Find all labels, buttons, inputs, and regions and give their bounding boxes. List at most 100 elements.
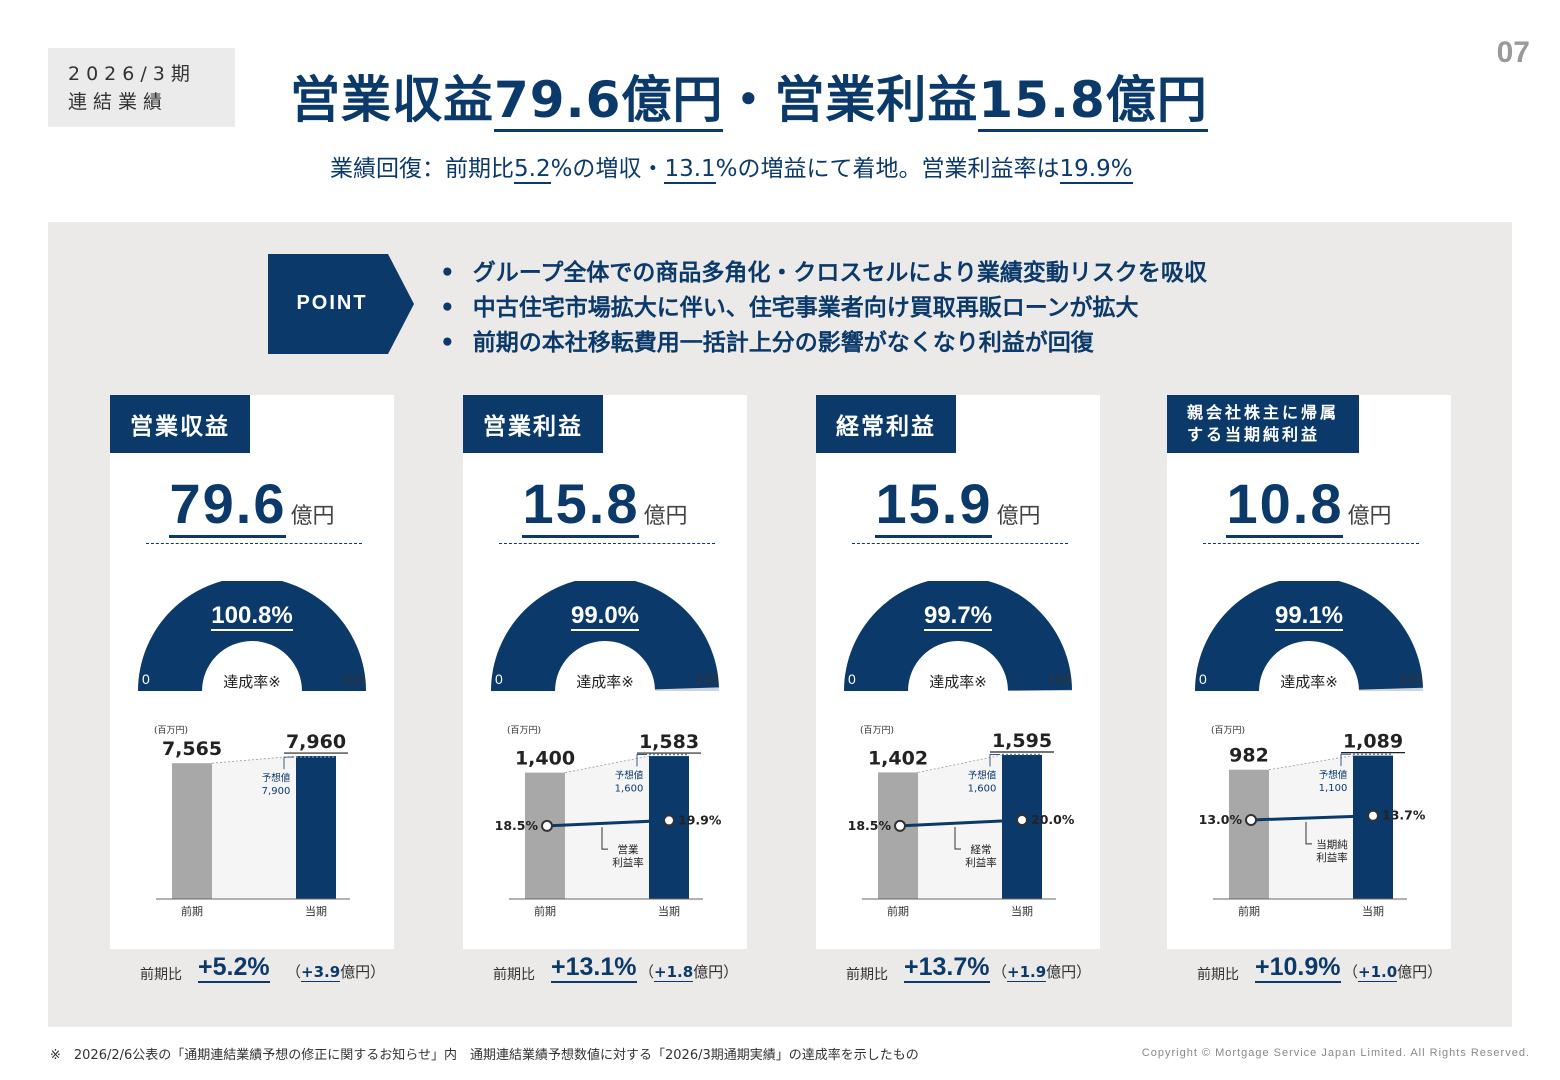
subline-t1: 業績回復：前期比 xyxy=(330,156,514,182)
forecast-pointer xyxy=(1340,753,1351,767)
gauge-fill xyxy=(491,581,719,691)
dashed-divider xyxy=(499,543,715,544)
category-label: 前期 xyxy=(887,904,909,918)
margin-series-name: 利益率 xyxy=(612,856,644,869)
subline-t3: %の増益にて着地。営業利益率は xyxy=(715,156,1060,182)
subline-v1: 5.2 xyxy=(514,156,551,184)
yoy-footer: 前期比 +10.9% （+1.0億円） xyxy=(1167,949,1451,995)
bar-prev xyxy=(878,772,918,899)
bar-value-label: 1,595 xyxy=(992,730,1052,752)
forecast-label: 予想値 xyxy=(968,770,997,782)
bar-value-label: 1,583 xyxy=(639,731,699,753)
headline-sep: ・営業利益 xyxy=(723,71,979,129)
point-item: 中古住宅市場拡大に伴い、住宅事業者向け買取再販ローンが拡大 xyxy=(440,291,1207,326)
yoy-footer: 前期比 +13.1% （+1.8億円） xyxy=(463,949,747,995)
gauge-percent: 99.0% xyxy=(570,602,640,631)
category-label: 前期 xyxy=(534,904,556,918)
bar-curr xyxy=(1002,754,1042,899)
yoy-label: 前期比 xyxy=(846,967,888,983)
gauge-fill xyxy=(1195,581,1423,691)
period-tag-line1: 2026/3期 xyxy=(68,63,196,85)
margin-point xyxy=(1367,809,1379,822)
margin-value-label: 13.0% xyxy=(1199,812,1243,827)
yoy-footer: 前期比 +13.7% （+1.9億円） xyxy=(816,949,1100,995)
yoy-absolute: （+3.9億円） xyxy=(286,963,386,982)
margin-value-label: 18.5% xyxy=(848,818,892,833)
bar-prev xyxy=(1229,769,1269,899)
margin-point xyxy=(1245,814,1257,826)
big-value: 10.8 億円 xyxy=(1167,471,1451,538)
gauge-fill xyxy=(138,581,366,691)
bar-chart: (百万円) 7,565 前期 7,960 当期 予想値 7,900 xyxy=(154,725,350,918)
margin-line xyxy=(546,818,670,828)
margin-name-pointer xyxy=(954,826,961,850)
dashed-divider xyxy=(146,543,362,544)
achievement-gauge: 99.7% 0 達成率※ 100 xyxy=(842,581,1074,693)
category-label: 前期 xyxy=(1238,904,1260,918)
achievement-gauge: 100.8% 0 達成率※ 100 xyxy=(136,581,368,693)
forecast-pointer xyxy=(636,754,647,767)
card-title: 経常利益 xyxy=(816,395,956,453)
margin-value-label: 20.0% xyxy=(1031,812,1075,827)
point-arrow-shape xyxy=(268,254,414,354)
margin-point xyxy=(541,819,553,832)
card-title: 営業利益 xyxy=(463,395,603,453)
bar-curr xyxy=(649,756,689,899)
bar-chart: (百万円) 1,402 前期 1,595 当期 予想値 1,600 18.5% 20.0% 経常利… xyxy=(848,725,1075,918)
gauge-percent: 99.7% xyxy=(923,602,993,631)
margin-name-pointer xyxy=(1305,821,1312,845)
gauge-min: 0 xyxy=(1199,671,1207,687)
copyright: Copyright © Mortgage Service Japan Limit… xyxy=(1141,1047,1530,1059)
page-number: 07 xyxy=(1496,36,1530,69)
big-value: 15.8 億円 xyxy=(463,471,747,538)
forecast-value: 1,600 xyxy=(615,784,644,795)
margin-name-pointer xyxy=(601,827,608,850)
yoy-absolute: （+1.8億円） xyxy=(639,963,739,982)
gauge-fill xyxy=(844,581,1072,691)
yoy-label: 前期比 xyxy=(493,967,535,983)
margin-point xyxy=(663,814,675,827)
big-number: 79.6 xyxy=(169,472,287,538)
headline: 営業収益79.6億円・営業利益15.8億円 xyxy=(290,60,1208,132)
bar-connector-area xyxy=(918,754,1002,899)
forecast-value: 7,900 xyxy=(262,786,291,797)
margin-series-name: 利益率 xyxy=(965,856,997,869)
point-item: グループ全体での商品多角化・クロスセルにより業績変動リスクを吸収 xyxy=(440,256,1207,291)
margin-series-name: 経常 xyxy=(971,843,992,856)
card-title: 営業収益 xyxy=(110,395,250,453)
gauge-label: 達成率※ xyxy=(223,673,281,691)
period-tag-line2: 連結業績 xyxy=(68,91,169,113)
gauge-svg xyxy=(1195,581,1423,691)
bar-prev xyxy=(525,772,565,899)
gauge-min: 0 xyxy=(495,671,503,687)
bar-curr xyxy=(296,756,336,899)
yoy-label: 前期比 xyxy=(1197,967,1239,983)
gauge-max: 100 xyxy=(341,671,365,687)
yoy-percent: +13.7% xyxy=(904,953,990,983)
card-operating-revenue: 営業収益 79.6 億円 100.8% 0 達成率※ 100 (百万円) 7,565… xyxy=(110,395,394,995)
yoy-percent: +5.2% xyxy=(198,953,270,983)
forecast-value: 1,600 xyxy=(968,784,997,795)
margin-value-label: 18.5% xyxy=(495,818,539,833)
subline-v2: 13.1 xyxy=(664,156,716,184)
big-value: 79.6 億円 xyxy=(110,471,394,538)
gauge-percent: 100.8% xyxy=(211,602,293,631)
bar-value-label: 1,089 xyxy=(1343,731,1403,753)
headline-part1: 営業収益 xyxy=(290,71,494,129)
category-label: 当期 xyxy=(658,904,680,918)
big-unit: 億円 xyxy=(996,504,1041,529)
yoy-footer: 前期比 +5.2% （+3.9億円） xyxy=(110,949,394,995)
bar-value-label: 982 xyxy=(1229,745,1269,767)
chart-unit-label: (百万円) xyxy=(860,725,894,736)
dashed-divider xyxy=(1203,543,1419,544)
bar-chart: (百万円) 1,400 前期 1,583 当期 予想値 1,600 18.5% 19.9% 営業利… xyxy=(495,725,722,918)
headline-value1: 79.6億円 xyxy=(494,71,724,132)
dashed-divider xyxy=(852,543,1068,544)
yoy-percent: +10.9% xyxy=(1255,953,1341,983)
chart-unit-label: (百万円) xyxy=(1211,725,1245,736)
gauge-svg xyxy=(138,581,366,691)
gauge-svg xyxy=(491,581,719,691)
big-value: 15.9 億円 xyxy=(816,471,1100,538)
bar-curr xyxy=(1353,755,1393,899)
gauge-label: 達成率※ xyxy=(929,673,987,691)
